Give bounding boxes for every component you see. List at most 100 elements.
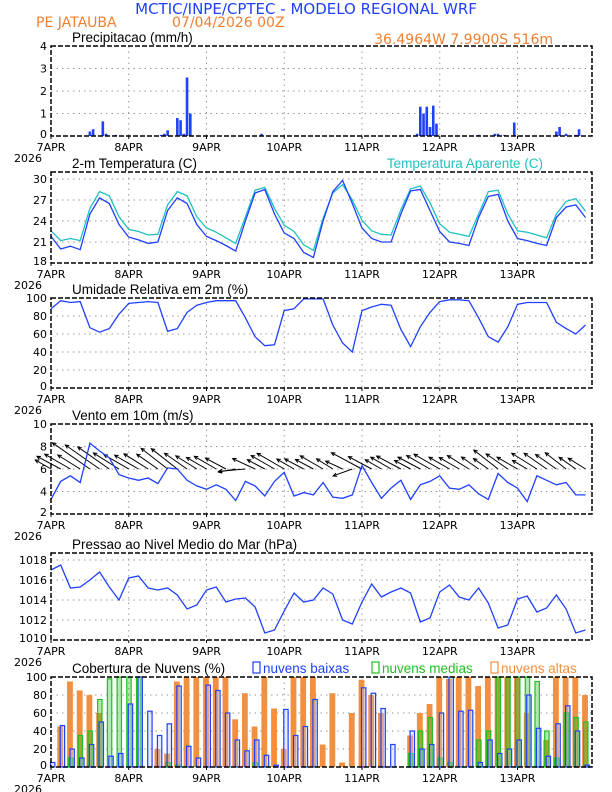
wind-arrow-head xyxy=(193,455,199,460)
wind-arrow xyxy=(397,456,421,470)
y-tick-label: 2 xyxy=(40,85,47,98)
mid-cloud-bar xyxy=(106,678,113,768)
wind-arrow-head xyxy=(511,459,517,465)
precip-bar xyxy=(512,122,516,136)
plot-frame xyxy=(50,45,593,137)
wind-arrow-head xyxy=(315,458,321,463)
x-tick-label: 7APR xyxy=(37,141,66,154)
x-year-label: 2026 xyxy=(14,783,42,792)
low-cloud-bar xyxy=(147,710,153,768)
wind-arrow-head xyxy=(64,444,70,449)
x-tick-label: 12APR xyxy=(422,393,458,406)
y-tick-label: 27 xyxy=(33,194,47,207)
high-cloud-bar xyxy=(183,677,190,767)
wind-arrow-head xyxy=(393,459,399,465)
wind-arrow xyxy=(250,455,275,470)
station-name: PE JATAUBA xyxy=(36,15,117,31)
wind-arrow xyxy=(438,457,460,470)
x-tick-label: 10APR xyxy=(266,645,302,658)
run-date: 07/04/2026 00Z xyxy=(172,15,285,31)
wind-arrow-head xyxy=(140,447,146,453)
plot-frame xyxy=(50,297,593,389)
low-cloud-bar xyxy=(263,754,270,768)
precip-bar xyxy=(188,113,192,136)
y-tick-label: 40 xyxy=(33,346,47,359)
legend-low-clouds-swatch xyxy=(252,661,261,674)
wind-arrow xyxy=(123,453,149,470)
wind-arrow xyxy=(136,453,159,470)
low-cloud-bar xyxy=(283,708,289,768)
x-tick-label: 9APR xyxy=(192,772,221,785)
wind-arrow xyxy=(496,456,518,470)
wind-arrow-head xyxy=(427,456,434,461)
wind-arrow xyxy=(428,456,450,470)
wind-arrow xyxy=(175,455,198,470)
panel-title: Umidade Relativa em 2m (%) xyxy=(72,282,248,297)
x-tick-label: 13APR xyxy=(500,645,536,658)
precip-bar xyxy=(260,133,263,136)
legend-high-clouds: nuvens altas xyxy=(501,661,577,676)
low-cloud-bar xyxy=(79,757,85,768)
wind-arrow-head xyxy=(34,459,40,464)
legend-apparent-temp: Temperatura Aparente (C) xyxy=(387,156,543,171)
x-tick-label: 9APR xyxy=(192,268,221,281)
wind-arrow xyxy=(52,442,91,470)
precip-bar xyxy=(577,129,581,136)
temp-line xyxy=(50,179,587,259)
x-tick-label: 13APR xyxy=(500,393,536,406)
x-year-label: 2026 xyxy=(14,279,42,292)
high-cloud-bar xyxy=(416,713,423,767)
wind-arrow-head xyxy=(413,453,419,458)
wind-arrow-head xyxy=(347,456,353,461)
wind-arrow-head xyxy=(283,458,289,463)
wind-arrow-head xyxy=(460,456,466,461)
precip-bar xyxy=(419,106,422,136)
precip-bar xyxy=(91,129,95,136)
wind-arrow xyxy=(370,456,392,470)
x-tick-label: 7APR xyxy=(37,393,66,406)
high-cloud-bar xyxy=(319,744,326,767)
low-cloud-bar xyxy=(545,755,552,768)
wind-arrow xyxy=(325,460,343,470)
wind-arrow-head xyxy=(375,455,381,460)
low-cloud-bar xyxy=(360,687,367,768)
low-cloud-bar xyxy=(535,727,542,768)
y-tick-label: 8 xyxy=(40,441,47,454)
wind-arrow-head xyxy=(217,468,223,474)
low-cloud-bar xyxy=(185,745,192,768)
low-cloud-bar xyxy=(69,748,75,768)
wind-arrow xyxy=(544,452,567,470)
x-tick-label: 8APR xyxy=(114,141,143,154)
legend-mid-clouds-swatch xyxy=(371,661,380,674)
y-tick-label: 10 xyxy=(33,418,47,431)
wind-speed-line xyxy=(50,441,586,503)
x-tick-label: 12APR xyxy=(422,268,458,281)
low-cloud-bar xyxy=(224,712,231,768)
x-tick-label: 7APR xyxy=(37,772,66,785)
wind-arrow-head xyxy=(35,455,41,460)
station-location: 36.4964W 7.9900S 516m xyxy=(374,32,553,48)
y-tick-label: 1 xyxy=(40,108,47,121)
x-tick-label: 8APR xyxy=(114,519,143,532)
plot-frame xyxy=(50,423,593,515)
x-tick-label: 11APR xyxy=(344,645,380,658)
wind-arrow-head xyxy=(275,458,281,463)
wind-arrow-head xyxy=(332,472,338,477)
precip-bar xyxy=(425,106,429,136)
precip-bar xyxy=(422,113,425,136)
wind-arrow-head xyxy=(43,453,49,458)
x-tick-label: 9APR xyxy=(192,519,221,532)
precip-bar xyxy=(431,105,435,136)
wind-arrow xyxy=(284,458,304,470)
low-cloud-bar xyxy=(390,743,396,768)
wind-arrow xyxy=(247,459,266,470)
wind-arrow xyxy=(151,448,178,470)
x-tick-label: 12APR xyxy=(422,519,458,532)
x-year-label: 2026 xyxy=(14,152,42,165)
low-cloud-bar xyxy=(516,739,522,768)
precip-bar xyxy=(496,133,500,136)
wind-arrow xyxy=(164,452,188,470)
high-cloud-bar xyxy=(348,713,355,767)
x-tick-label: 11APR xyxy=(344,393,380,406)
